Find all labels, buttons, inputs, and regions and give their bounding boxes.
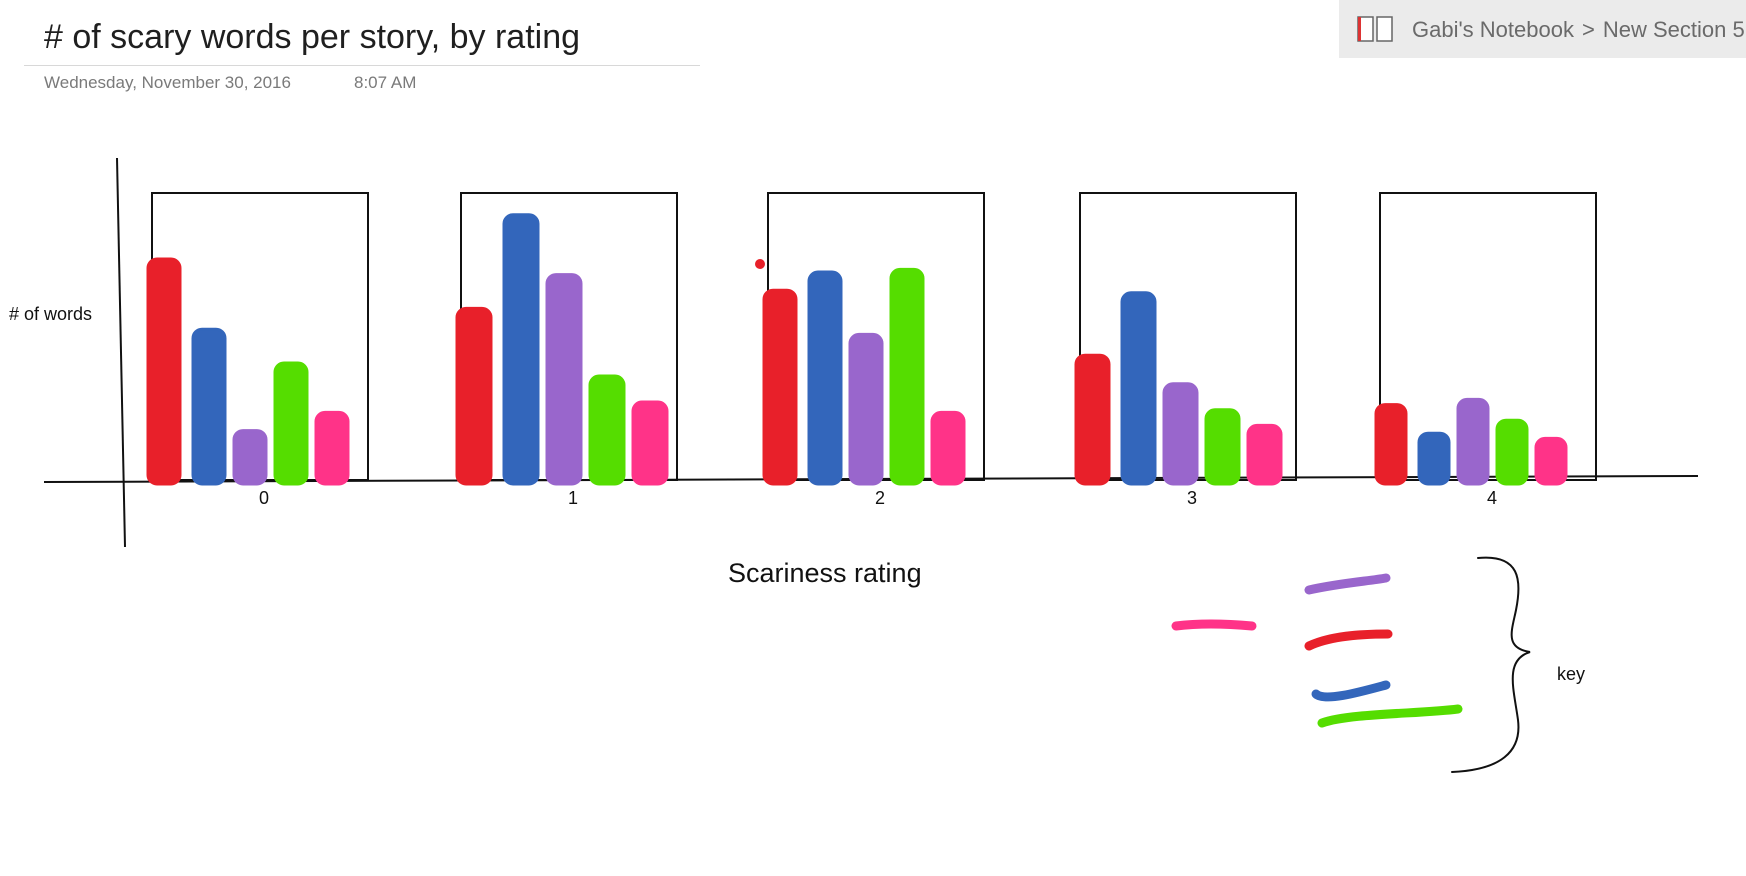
- bar-3-4: [1204, 408, 1241, 486]
- bar-0-1: [146, 257, 182, 486]
- breadcrumb-notebook[interactable]: Gabi's Notebook: [1412, 17, 1574, 42]
- key-brace: [1451, 556, 1531, 773]
- x-tick-label-3: 3: [1187, 488, 1197, 508]
- bar-1-2: [502, 213, 540, 486]
- bar-2-3: [848, 332, 884, 486]
- bar-2-1: [762, 288, 798, 486]
- notebook-icon: [1357, 16, 1393, 42]
- ink-dot: [755, 259, 765, 269]
- bar-4-4: [1495, 418, 1529, 486]
- bar-1-1: [455, 306, 493, 486]
- key-stroke-purple: [1304, 573, 1391, 595]
- bar-4-3: [1456, 397, 1490, 486]
- bar-4-1: [1374, 403, 1408, 486]
- key-stroke-red: [1304, 629, 1393, 651]
- bar-4-2: [1417, 431, 1451, 486]
- bar-3-1: [1074, 353, 1111, 486]
- bar-0-3: [232, 429, 268, 486]
- x-tick-label-4: 4: [1487, 488, 1497, 508]
- key-stroke-green: [1317, 704, 1463, 728]
- legend-key: [1171, 556, 1531, 773]
- bar-2-2: [807, 270, 843, 486]
- breadcrumb[interactable]: Gabi's Notebook > New Section 5: [1412, 17, 1745, 43]
- key-label: key: [1557, 664, 1586, 684]
- x-tick-label-1: 1: [568, 488, 578, 508]
- page-date: Wednesday, November 30, 2016: [44, 73, 291, 92]
- page-time: 8:07 AM: [354, 73, 417, 92]
- bar-0-2: [191, 327, 227, 486]
- bar-0-4: [273, 361, 309, 486]
- key-stroke-blue: [1311, 680, 1391, 702]
- x-axis-label: Scariness rating: [728, 558, 922, 588]
- bar-1-4: [588, 374, 626, 486]
- bar-2-5: [930, 410, 966, 486]
- bar-3-5: [1246, 423, 1283, 486]
- x-tick-label-0: 0: [259, 488, 269, 508]
- x-tick-label-2: 2: [875, 488, 885, 508]
- title-divider: [24, 65, 700, 66]
- key-stroke-pink: [1171, 619, 1257, 631]
- bar-3-3: [1162, 382, 1199, 486]
- bar-2-4: [889, 267, 925, 486]
- bar-1-3: [545, 273, 583, 486]
- bar-1-5: [631, 400, 669, 486]
- notebook-breadcrumb-bar[interactable]: Gabi's Notebook > New Section 5: [1339, 0, 1746, 58]
- breadcrumb-section[interactable]: New Section 5: [1602, 17, 1745, 42]
- bar-3-2: [1120, 291, 1157, 486]
- page-title: # of scary words per story, by rating: [44, 18, 581, 56]
- bar-4-5: [1534, 436, 1568, 486]
- y-axis-label: # of words: [9, 304, 93, 324]
- y-axis-line: [116, 157, 126, 548]
- bar-0-5: [314, 410, 350, 486]
- breadcrumb-separator: >: [1581, 17, 1595, 42]
